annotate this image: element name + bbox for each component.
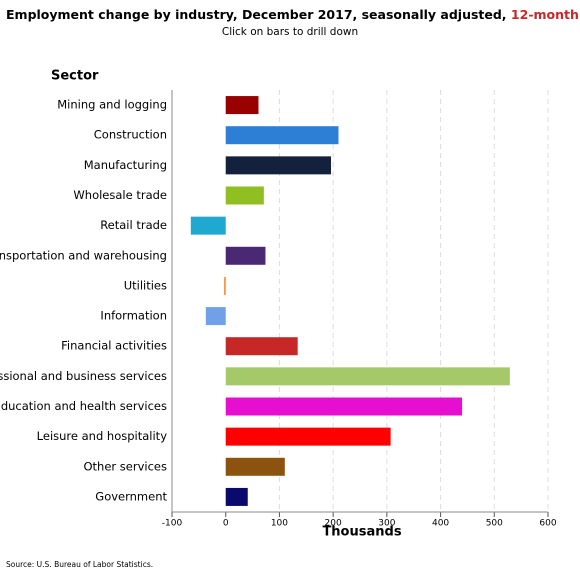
- y-tick-label: Education and health services: [0, 399, 167, 413]
- y-tick-label: Financial activities: [61, 339, 167, 353]
- y-tick-label: Information: [100, 309, 167, 323]
- bar[interactable]: [225, 397, 463, 416]
- x-tick-label: 300: [378, 519, 395, 529]
- bar[interactable]: [225, 96, 259, 115]
- bar[interactable]: [224, 276, 226, 295]
- bar[interactable]: [225, 246, 266, 265]
- bar[interactable]: [205, 307, 226, 326]
- y-tick-label: Construction: [94, 128, 167, 142]
- y-tick-label: Mining and logging: [57, 98, 167, 112]
- x-tick-label: 0: [223, 519, 229, 529]
- x-tick-label: 400: [432, 519, 449, 529]
- y-axis-title: Sector: [51, 69, 99, 84]
- y-tick-label: Manufacturing: [84, 158, 167, 172]
- x-axis-title: Thousands: [322, 525, 401, 540]
- y-tick-label: Transportation and warehousing: [0, 248, 167, 262]
- bar[interactable]: [225, 427, 391, 446]
- bar[interactable]: [225, 156, 331, 175]
- y-tick-label: Retail trade: [100, 218, 167, 232]
- bar[interactable]: [225, 487, 248, 506]
- x-tick-label: 600: [539, 519, 556, 529]
- title-highlight: 12-month net change: [511, 7, 580, 22]
- y-tick-label: Professional and business services: [0, 369, 167, 383]
- y-tick-label: Wholesale trade: [73, 188, 167, 202]
- bar[interactable]: [190, 216, 226, 235]
- x-tick-label: 100: [271, 519, 288, 529]
- bar[interactable]: [225, 337, 298, 356]
- bar[interactable]: [225, 367, 510, 386]
- title-text: Employment change by industry, December …: [6, 7, 507, 22]
- chart-title: Employment change by industry, December …: [6, 7, 580, 22]
- chart-subtitle: Click on bars to drill down: [222, 26, 358, 38]
- x-tick-label: 500: [486, 519, 503, 529]
- bar[interactable]: [225, 126, 339, 145]
- x-tick-label: -100: [162, 519, 183, 529]
- y-tick-label: Government: [95, 489, 167, 503]
- y-tick-label: Utilities: [124, 278, 167, 292]
- x-tick-label: 200: [325, 519, 342, 529]
- bar[interactable]: [225, 457, 285, 476]
- y-tick-label: Other services: [84, 459, 168, 473]
- y-tick-label: Leisure and hospitality: [37, 429, 168, 443]
- bar[interactable]: [225, 186, 264, 205]
- source: Source: U.S. Bureau of Labor Statistics.: [6, 560, 153, 569]
